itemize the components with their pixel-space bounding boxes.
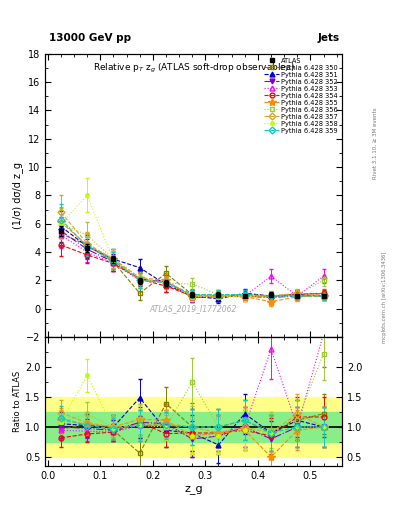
Text: 13000 GeV pp: 13000 GeV pp — [49, 33, 131, 43]
Text: Rivet 3.1.10, ≥ 3M events: Rivet 3.1.10, ≥ 3M events — [373, 108, 378, 179]
X-axis label: z_g: z_g — [184, 483, 203, 494]
Y-axis label: (1/σ) dσ/d z_g: (1/σ) dσ/d z_g — [12, 162, 23, 229]
Y-axis label: Ratio to ATLAS: Ratio to ATLAS — [13, 371, 22, 432]
Bar — [45, 412, 342, 442]
Bar — [45, 397, 342, 457]
Text: ATLAS_2019_I1772062: ATLAS_2019_I1772062 — [150, 304, 237, 313]
Text: mcplots.cern.ch [arXiv:1306.3436]: mcplots.cern.ch [arXiv:1306.3436] — [382, 251, 387, 343]
Text: Relative p$_T$ z$_g$ (ATLAS soft-drop observables): Relative p$_T$ z$_g$ (ATLAS soft-drop ob… — [93, 62, 294, 75]
Legend: ATLAS, Pythia 6.428 350, Pythia 6.428 351, Pythia 6.428 352, Pythia 6.428 353, P: ATLAS, Pythia 6.428 350, Pythia 6.428 35… — [262, 55, 341, 136]
Text: Jets: Jets — [318, 33, 340, 43]
